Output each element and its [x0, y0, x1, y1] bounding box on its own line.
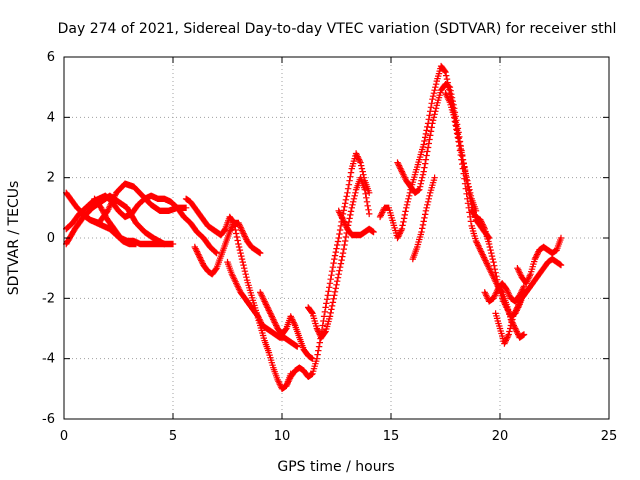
series-sat-f — [191, 219, 264, 278]
series-sat-k — [305, 174, 373, 341]
y-tick-label: 4 — [47, 110, 55, 125]
series-sat-o — [409, 174, 438, 263]
axis-ticks — [63, 56, 610, 420]
series-sat-t — [481, 280, 528, 305]
series-sat-i — [257, 289, 316, 362]
series-markers — [305, 174, 373, 341]
chart-title: Day 274 of 2021, Sidereal Day-to-day VTE… — [58, 21, 617, 37]
x-tick-label: 5 — [169, 429, 177, 444]
y-tick-label: -6 — [42, 412, 55, 427]
series-sat-r — [492, 255, 565, 347]
series-sat-s — [514, 234, 565, 287]
x-tick-label: 20 — [492, 429, 509, 444]
series-markers — [63, 192, 220, 257]
x-tick-label: 0 — [60, 429, 68, 444]
data-points — [63, 62, 565, 392]
series-markers — [409, 174, 438, 263]
y-axis-label: SDTVAR / TECUs — [6, 181, 22, 296]
series-sat-l — [335, 207, 377, 239]
y-tick-labels: -6 -4 -2 0 2 4 6 — [42, 50, 55, 427]
series-sat-b — [63, 192, 220, 257]
series-markers — [394, 81, 493, 242]
x-axis-label: GPS time / hours — [277, 459, 394, 475]
y-tick-label: 0 — [47, 231, 55, 246]
x-tick-labels: 0 5 10 15 20 25 — [60, 429, 617, 444]
y-tick-label: 2 — [47, 171, 55, 186]
x-tick-label: 25 — [601, 429, 618, 444]
y-tick-label: -4 — [42, 352, 55, 367]
x-tick-label: 10 — [274, 429, 291, 444]
series-markers — [514, 234, 565, 287]
series-markers — [257, 289, 316, 362]
x-tick-label: 15 — [383, 429, 400, 444]
y-tick-label: -2 — [42, 291, 55, 306]
series-markers — [191, 219, 264, 278]
series-markers — [492, 255, 565, 347]
series-markers — [481, 280, 528, 305]
y-tick-label: 6 — [47, 50, 55, 65]
series-markers — [91, 195, 177, 248]
series-sat-n — [394, 81, 493, 242]
series-sat-e — [91, 195, 177, 248]
series-markers — [335, 207, 377, 239]
